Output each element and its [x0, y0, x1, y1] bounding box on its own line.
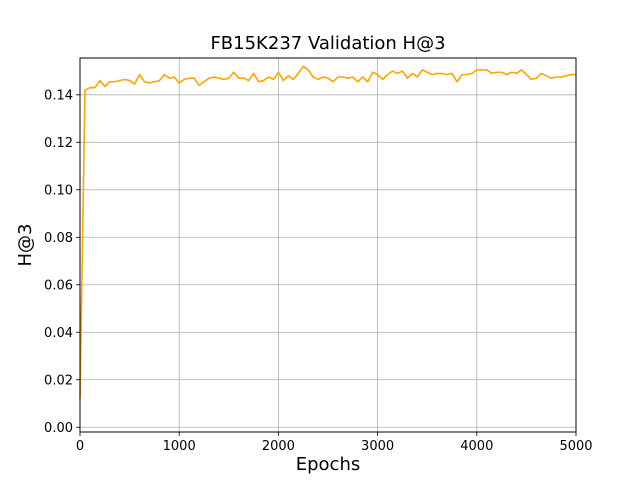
y-tick-label: 0.12 — [44, 136, 73, 151]
plot-frame — [79, 57, 577, 433]
series-line — [79, 65, 576, 399]
y-tick-label: 0.00 — [44, 421, 73, 436]
x-axis-label: Epochs — [296, 454, 361, 475]
chart-title: FB15K237 Validation H@3 — [210, 33, 445, 54]
x-tick-label: 3000 — [361, 439, 394, 454]
y-axis-label: H@3 — [15, 224, 36, 267]
x-tick-label: 2000 — [262, 439, 295, 454]
x-tick-label: 1000 — [163, 439, 196, 454]
y-tick-label: 0.14 — [44, 88, 73, 103]
x-tick-label: 5000 — [559, 439, 592, 454]
ticks: 0 1000 2000 3000 4000 5000 0.00 0.02 0.04 0.06 0.0… — [44, 88, 593, 454]
y-tick-label: 0.02 — [44, 373, 73, 388]
series-layer — [79, 65, 576, 399]
y-tick-label: 0.04 — [44, 326, 73, 341]
x-tick-label: 4000 — [460, 439, 493, 454]
y-tick-label: 0.10 — [44, 183, 73, 198]
y-tick-label: 0.06 — [44, 278, 73, 293]
x-tick-label: 0 — [76, 439, 84, 454]
y-tick-label: 0.08 — [44, 231, 73, 246]
